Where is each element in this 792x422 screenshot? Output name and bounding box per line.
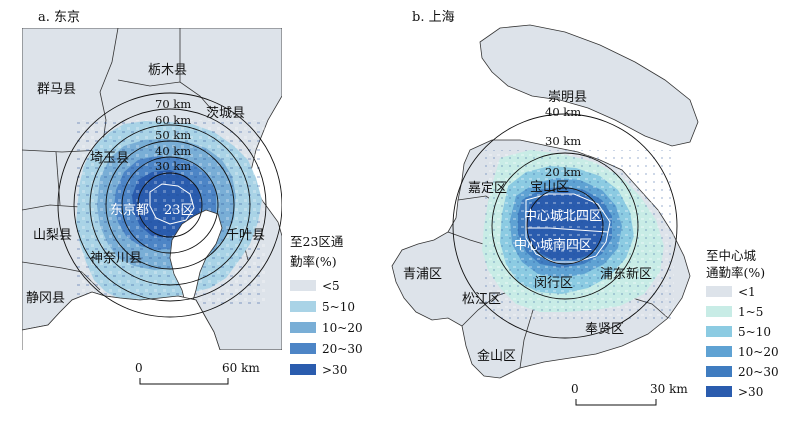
tokyo-scalebar-start: 0 [135,361,143,375]
ring-label-70km: 70 km [155,97,191,111]
region-label-tochigi: 栃木县 [148,63,187,78]
shanghai-legend: 至中心城 通勤率(%) <1 1~5 5~10 10~20 20~30 >30 [706,248,779,399]
shanghai-legend-label-2: 5~10 [738,325,771,339]
shanghai-legend-swatch-5 [706,386,732,397]
ring-label-40km: 40 km [545,105,581,119]
region-label-central-south: 中心城南四区 [514,237,592,253]
tokyo-panel: a. 东京 [22,10,363,385]
shanghai-legend-label-0: <1 [738,285,756,299]
tokyo-map [22,28,282,350]
ring-label-50km: 50 km [155,128,191,142]
shanghai-legend-label-3: 10~20 [738,345,779,359]
shanghai-legend-swatch-3 [706,346,732,357]
shanghai-legend-swatch-4 [706,366,732,377]
tokyo-scalebar-end: 60 km [222,361,260,375]
shanghai-central-city-outline [525,193,611,263]
tokyo-23-wards-outline [149,183,195,225]
region-label-kanagawa: 神奈川县 [90,251,142,266]
shanghai-chongming-island [479,24,699,147]
region-label-central-north: 中心城北四区 [524,209,602,224]
tokyo-legend-label-1: 5~10 [322,300,355,314]
tokyo-legend-label-3: 20~30 [322,342,363,356]
ring-label-40km: 40 km [155,144,191,158]
region-label-yamanashi: 山梨县 [33,228,72,243]
shanghai-distance-rings [452,113,678,339]
ring-label-30km: 30 km [155,159,191,173]
tokyo-legend-title-2: 勤率(%) [290,254,337,269]
shanghai-legend-title-2: 通勤率(%) [706,265,765,280]
region-label-qingpu: 青浦区 [403,267,442,282]
tokyo-legend-swatch-3 [290,343,316,354]
tokyo-distance-rings [57,92,282,318]
shanghai-legend-label-1: 1~5 [738,305,763,319]
tokyo-legend-swatch-0 [290,280,316,291]
region-label-fengxian: 奉贤区 [585,322,624,337]
ring-label-60km: 60 km [155,113,191,127]
region-label-tokyo: 东京都 [110,203,149,218]
region-label-23-wards: 23区 [164,203,194,218]
shanghai-panel: b. 上海 [391,10,779,406]
tokyo-legend-swatch-2 [290,322,316,333]
tokyo-panel-title: a. 东京 [38,10,80,25]
ring-label-20km: 20 km [545,165,581,179]
shanghai-scalebar-end: 30 km [650,382,688,396]
region-label-jiading: 嘉定区 [468,181,507,196]
shanghai-legend-title-1: 至中心城 [706,248,757,263]
region-label-pudong: 浦东新区 [600,266,652,282]
region-label-minhang: 闵行区 [534,276,573,291]
tokyo-legend-title-1: 至23区通 [290,234,344,249]
shanghai-scalebar-start: 0 [571,382,579,396]
tokyo-legend-swatch-1 [290,301,316,312]
region-label-chongming: 崇明县 [548,90,587,105]
shanghai-legend-swatch-2 [706,326,732,337]
region-label-jinshan: 金山区 [477,348,516,364]
tokyo-sea [22,291,282,350]
shanghai-legend-label-4: 20~30 [738,365,779,379]
tokyo-legend-label-2: 10~20 [322,321,363,335]
shanghai-legend-swatch-0 [706,286,732,297]
region-label-ibaraki: 茨城县 [206,106,245,121]
region-label-shizuoka: 静冈县 [26,291,65,306]
tokyo-scalebar: 0 60 km [135,361,260,385]
shanghai-legend-swatch-1 [706,306,732,317]
region-label-songjiang: 松江区 [462,292,501,307]
shanghai-legend-label-5: >30 [738,385,763,399]
tokyo-legend-swatch-4 [290,364,316,375]
shanghai-panel-title: b. 上海 [412,10,455,25]
region-label-saitama: 埼玉县 [90,151,129,166]
tokyo-legend-label-4: >30 [322,363,347,377]
region-label-gunma: 群马县 [37,82,76,97]
tokyo-legend: 至23区通 勤率(%) <5 5~10 10~20 20~30 >30 [290,234,363,377]
region-label-chiba: 千叶县 [226,228,265,243]
ring-label-30km: 30 km [545,134,581,148]
region-label-baoshan: 宝山区 [530,180,569,195]
shanghai-scalebar: 0 30 km [571,382,688,406]
tokyo-legend-label-0: <5 [322,279,340,293]
